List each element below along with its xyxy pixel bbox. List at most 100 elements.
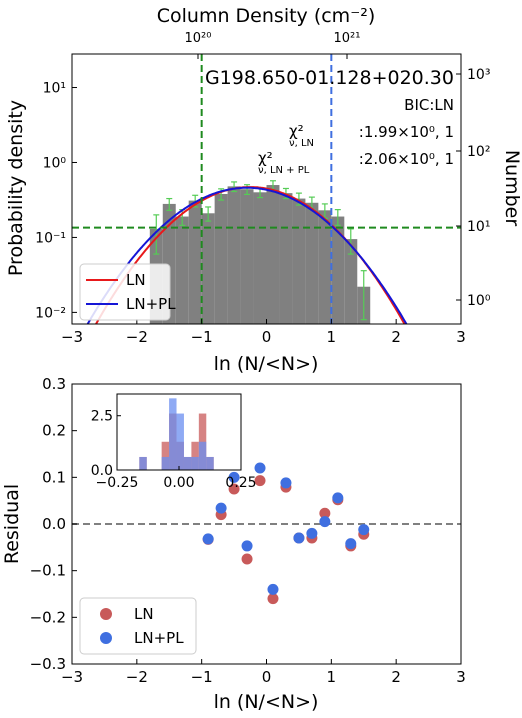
x-tick-label: 3 (456, 328, 466, 346)
residual-point-lnpl (228, 471, 240, 483)
legend-marker-ln (100, 608, 112, 620)
inset-bar-lnpl (191, 456, 199, 470)
y-tick-label: 0.3 (42, 375, 66, 393)
histogram-bar (240, 189, 254, 324)
x-tick-label: −2 (126, 328, 148, 346)
inset-x-tick-label: −0.25 (96, 475, 139, 491)
right-y-tick-label: 10³ (467, 67, 490, 83)
residual-point-lnpl (293, 532, 305, 544)
x-tick-label: −3 (61, 328, 83, 346)
top-tick-label-1e21: 10²¹ (334, 31, 361, 46)
residual-point-lnpl (267, 583, 279, 595)
chi-lnpl-subscript: ν, LN + PL (258, 165, 310, 176)
residual-point-ln (254, 475, 266, 487)
right-y-tick-label: 10¹ (467, 219, 490, 235)
inset-bar-lnpl (183, 456, 192, 470)
histogram-bar (318, 210, 332, 324)
x-tick-label: 0 (262, 328, 272, 346)
residual-point-lnpl (241, 540, 253, 552)
histogram-bar (175, 216, 189, 324)
histogram-bar (279, 193, 293, 324)
residual-point-lnpl (332, 492, 344, 504)
inset-bar-ln (191, 441, 199, 470)
y-tick-label: −0.1 (30, 562, 66, 580)
inset-y-tick-label: 0.0 (91, 463, 113, 479)
object-label: G198.650-01.128+020.30 (205, 67, 454, 89)
x-tick-label: 2 (391, 328, 401, 346)
chi-lnpl-value: :2.06×10⁰, 1 (359, 150, 454, 168)
ln-fit-curve (94, 186, 406, 324)
histogram-bar (344, 239, 358, 324)
bottom-ylabel: Residual (1, 484, 23, 564)
chi-ln-subscript: ν, LN (289, 138, 314, 149)
top-tick-label-1e20: 10²⁰ (185, 31, 212, 46)
residual-point-lnpl (306, 527, 318, 539)
histogram-bar (292, 198, 306, 324)
residual-point-lnpl (280, 477, 292, 489)
top-xlabel: ln (N/<N>) (214, 353, 319, 375)
histogram-bar (331, 216, 345, 324)
legend-label-lnpl-resid: LN+PL (134, 629, 184, 647)
residual-point-ln (267, 593, 279, 605)
residual-point-ln (319, 507, 331, 519)
chi-ln-symbol: χ² (289, 122, 304, 140)
top-panel: −3 −2 −1 0 1 2 3 10⁻² 10⁻¹ 10⁰ 10¹ 10⁰ 10¹ 10² 10³ Col… (5, 5, 522, 375)
residual-point-lnpl (358, 524, 370, 536)
inset-x-tick-label: 0.25 (225, 475, 256, 491)
x-tick-label: −1 (191, 328, 213, 346)
x-tick-label: 2 (391, 668, 401, 686)
top-axes-ticks: −3 −2 −1 0 1 2 3 10⁻² 10⁻¹ 10⁰ 10¹ 10⁰ 10¹ 10² 10³ (35, 54, 491, 346)
histogram-bar (227, 186, 241, 324)
inset-bar-ln (161, 441, 170, 470)
histogram-bar (201, 213, 215, 324)
legend-label-lnpl: LN+PL (126, 295, 176, 313)
top-ylabel-right: Number (501, 150, 522, 227)
top-axis-title: Column Density (cm⁻²) (157, 5, 376, 27)
bottom-legend: LN LN+PL (79, 597, 197, 655)
chi-lnpl-symbol: χ² (258, 149, 273, 167)
x-tick-label: 1 (327, 668, 337, 686)
histogram-bar (214, 193, 228, 324)
right-y-tick-label: 10⁰ (467, 293, 491, 309)
inset-bar-lnpl (176, 413, 184, 470)
top-legend: LN LN+PL (79, 263, 176, 321)
y-tick-label: 0.2 (42, 422, 66, 440)
inset-bar-lnpl (206, 456, 214, 470)
chi-ln-value: :1.99×10⁰, 1 (359, 123, 454, 141)
inset-bar-lnpl (139, 456, 147, 470)
legend-label-ln-resid: LN (134, 605, 154, 623)
legend-label-ln: LN (126, 271, 146, 289)
inset-bar-lnpl (169, 398, 177, 470)
x-tick-label: 3 (456, 668, 466, 686)
inset-x-tick-label: 0.00 (163, 475, 194, 491)
histogram-bar (305, 202, 319, 324)
residual-point-lnpl (319, 516, 331, 528)
right-y-tick-label: 10² (467, 144, 490, 160)
bottom-panel: −3 −2 −1 0 1 2 3 −0.3 −0.2 −0.1 0.0 0.1 0.2 0.3 ln (N… (1, 375, 466, 713)
inset-bar-lnpl (161, 456, 170, 470)
inset-y-tick-label: 2.5 (91, 409, 113, 425)
bottom-plot-content (72, 462, 461, 605)
y-tick-label: 0.0 (42, 515, 66, 533)
residual-point-lnpl (345, 538, 357, 550)
bic-label: BIC:LN (404, 96, 454, 114)
top-ylabel: Probability density (5, 100, 27, 276)
x-tick-label: 0 (262, 668, 272, 686)
bottom-xlabel: ln (N/<N>) (214, 691, 319, 713)
histogram-bar (188, 200, 202, 324)
x-tick-label: 1 (327, 328, 337, 346)
inset-bar-lnpl (198, 441, 207, 470)
residual-point-lnpl (254, 462, 266, 474)
histogram-bar (266, 185, 280, 324)
top-plot-content (72, 54, 461, 324)
residual-point-ln (241, 553, 253, 565)
y-tick-label: 10⁻¹ (35, 230, 66, 246)
histogram-bar (253, 192, 267, 324)
residual-point-ln (228, 483, 240, 495)
inset-histogram: −0.25 0.00 0.25 0.0 2.5 (91, 393, 257, 491)
y-tick-label: −0.3 (30, 655, 66, 673)
residual-point-lnpl (202, 533, 214, 545)
x-tick-label: −2 (126, 668, 148, 686)
lnpl-fit-curve (86, 186, 408, 324)
